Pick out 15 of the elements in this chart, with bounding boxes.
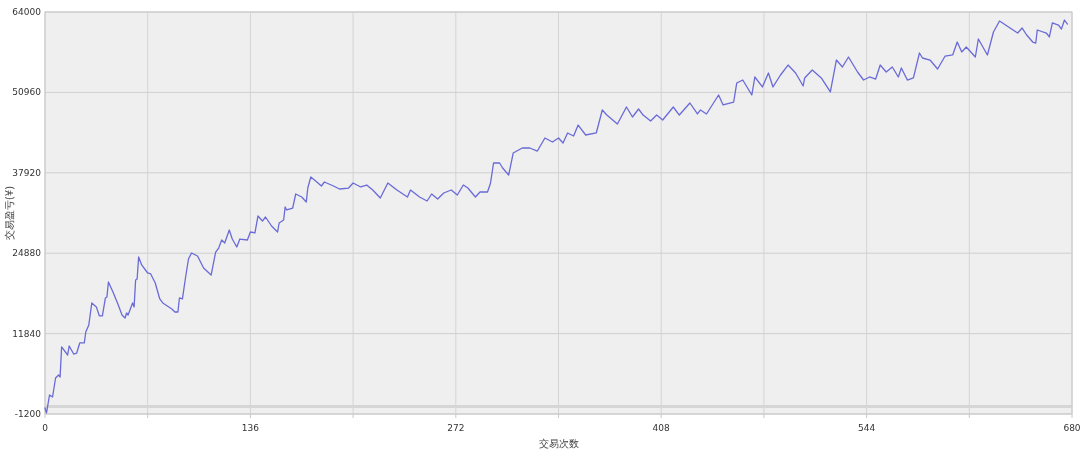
- x-axis-title: 交易次数: [538, 438, 579, 449]
- y-tick-label: 64000: [12, 7, 42, 17]
- y-tick-label: 24880: [12, 248, 42, 259]
- y-tick-label: 37920: [12, 167, 42, 178]
- y-tick-label: 50960: [12, 87, 42, 98]
- y-axis-title: 交易盈亏(¥): [4, 185, 15, 241]
- y-tick-label: 11840: [12, 328, 42, 339]
- x-tick-label: 0: [42, 423, 49, 433]
- x-tick-label: 136: [241, 423, 260, 433]
- x-tick-label: 408: [652, 423, 671, 433]
- x-tick-label: 544: [858, 423, 876, 433]
- x-tick-label: 272: [447, 423, 465, 433]
- line-series: [44, 19, 1069, 414]
- x-tick-label: 680: [1063, 423, 1080, 433]
- y-tick-label: -1200: [14, 409, 42, 419]
